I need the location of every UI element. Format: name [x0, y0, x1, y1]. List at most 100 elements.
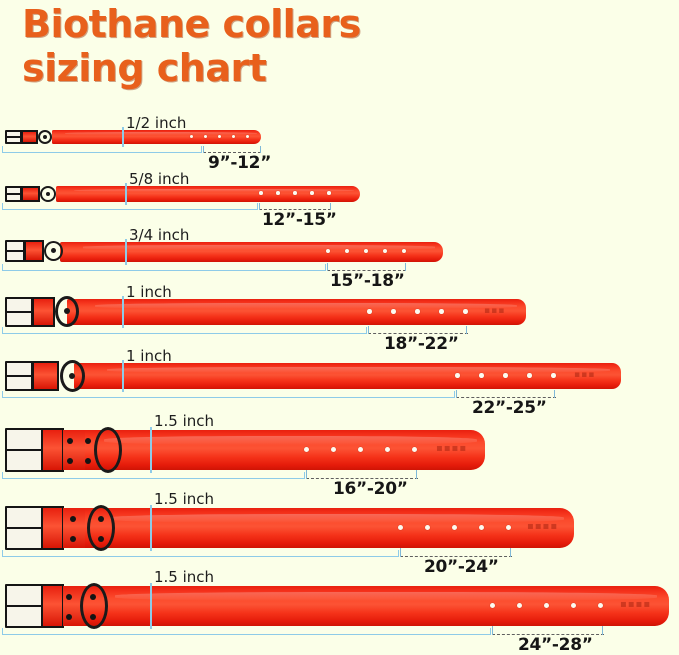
- size-range-label: 15”-18”: [330, 271, 405, 291]
- size-range-label: 22”-25”: [472, 398, 547, 418]
- d-ring: [60, 360, 85, 392]
- d-ring: [80, 583, 108, 629]
- strap-fold: [32, 361, 59, 391]
- adjust-hole: [503, 373, 508, 378]
- width-label: 1 inch: [126, 347, 172, 365]
- adjust-hole: [527, 373, 532, 378]
- size-range-line: [327, 270, 406, 271]
- strap-fold: [41, 428, 64, 472]
- collar-strap: [74, 363, 621, 389]
- collar-strap: [67, 299, 526, 325]
- title-line-2: sizing chart: [22, 46, 267, 90]
- strap-gloss: [64, 132, 257, 136]
- width-label: 1.5 inch: [154, 412, 215, 430]
- width-indicator-line: [122, 360, 124, 392]
- page-title: Biothane collars sizing chart: [22, 2, 642, 90]
- strap-gloss: [109, 514, 565, 524]
- size-range-tick: [466, 326, 468, 334]
- length-baseline: [2, 264, 326, 271]
- collar-strap: [52, 130, 261, 144]
- width-label: 3/4 inch: [129, 226, 190, 244]
- adjust-hole: [544, 603, 549, 608]
- strap-gloss: [104, 436, 477, 446]
- buckle-rivet: [85, 438, 91, 444]
- size-range-tick: [327, 263, 329, 271]
- width-indicator-line: [125, 239, 127, 265]
- d-ring-center: [46, 192, 50, 196]
- adjust-hole: [276, 191, 280, 195]
- size-range-tick: [203, 146, 205, 153]
- collar-strap: [80, 508, 574, 548]
- adjust-hole: [517, 603, 522, 608]
- buckle-frame: [5, 240, 25, 262]
- buckle-rivet: [70, 516, 76, 522]
- buckle-rivet: [66, 594, 72, 600]
- strap-fold-plate: [63, 430, 85, 470]
- title-line-1: Biothane collars: [22, 2, 361, 46]
- size-range-label: 18”-22”: [384, 334, 459, 354]
- adjust-hole: [398, 525, 403, 530]
- adjust-hole: [259, 191, 263, 195]
- buckle-rivet: [67, 458, 73, 464]
- size-range-label: 24”-28”: [518, 635, 593, 655]
- width-label: 1.5 inch: [154, 568, 215, 586]
- strap-gloss: [94, 303, 517, 309]
- width-indicator-line: [150, 505, 152, 551]
- buckle-frame: [5, 297, 33, 327]
- size-range-tick: [602, 626, 604, 635]
- d-ring-center: [69, 373, 75, 379]
- buckle-mid-bar: [7, 449, 41, 451]
- adjust-hole: [479, 373, 484, 378]
- buckle-rivet: [85, 458, 91, 464]
- collar-strap: [80, 586, 669, 626]
- buckle-frame: [5, 428, 43, 472]
- size-range-tick: [368, 326, 370, 334]
- d-ring-center: [43, 135, 47, 139]
- adjust-hole: [415, 309, 420, 314]
- adjust-hole: [327, 191, 331, 195]
- adjust-hole: [383, 249, 387, 253]
- size-range-line: [259, 209, 331, 210]
- d-ring-center: [51, 248, 56, 253]
- size-range-line: [456, 397, 556, 398]
- size-range-tick: [510, 548, 512, 557]
- adjust-hole: [385, 447, 390, 452]
- adjust-hole: [345, 249, 349, 253]
- adjust-hole: [439, 309, 444, 314]
- size-range-label: 20”-24”: [424, 557, 499, 577]
- length-baseline: [2, 146, 202, 153]
- length-baseline: [2, 472, 305, 479]
- width-indicator-line: [122, 127, 124, 147]
- adjust-hole: [463, 309, 468, 314]
- adjust-hole: [204, 134, 208, 138]
- adjust-hole: [425, 525, 430, 530]
- width-label: 5/8 inch: [129, 170, 190, 188]
- width-indicator-line: [150, 583, 152, 629]
- adjust-hole: [326, 249, 330, 253]
- length-baseline: [2, 628, 491, 635]
- adjust-hole: [246, 134, 250, 138]
- size-range-tick: [492, 626, 494, 635]
- size-range-tick: [330, 203, 332, 210]
- buckle-frame: [5, 506, 43, 550]
- size-range-line: [492, 634, 604, 635]
- strap-fold: [21, 130, 38, 144]
- adjust-hole: [367, 309, 372, 314]
- size-range-tick: [405, 263, 407, 271]
- adjust-hole: [402, 249, 406, 253]
- adjust-hole: [506, 525, 511, 530]
- strap-fold: [41, 584, 64, 628]
- strap-fold: [24, 240, 44, 262]
- d-ring: [55, 296, 79, 327]
- buckle-rivet: [67, 438, 73, 444]
- size-range-tick: [400, 548, 402, 557]
- size-range-tick: [416, 470, 418, 479]
- d-ring: [87, 505, 115, 551]
- adjust-hole: [455, 373, 460, 378]
- adjust-hole: [358, 447, 363, 452]
- buckle-mid-bar: [7, 250, 23, 252]
- length-baseline: [2, 203, 258, 210]
- adjust-hole: [232, 134, 236, 138]
- size-range-line: [400, 556, 512, 557]
